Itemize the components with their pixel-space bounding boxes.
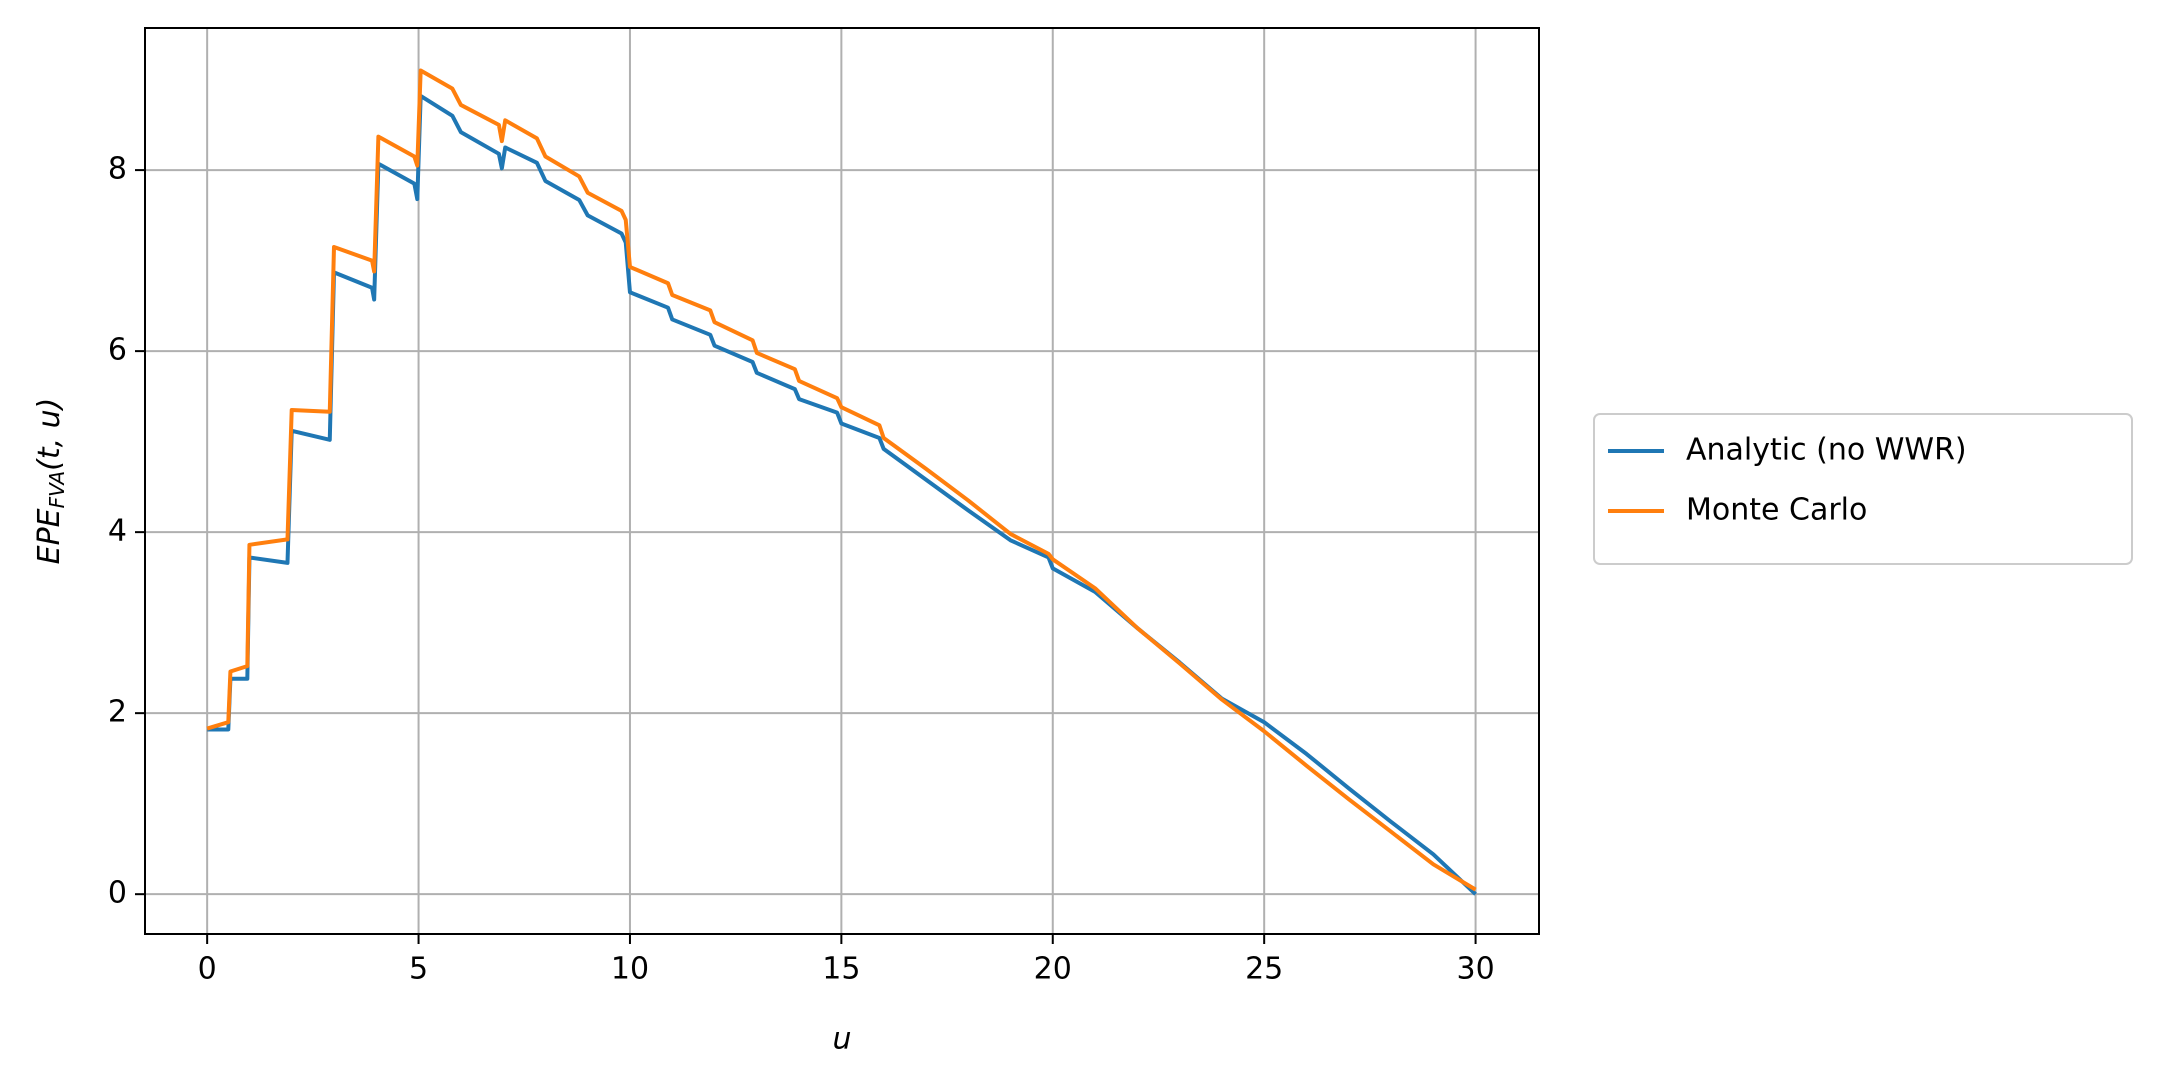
y-tick-label: 0 — [108, 876, 127, 911]
data-line — [206, 68, 1477, 892]
x-tick-label: 15 — [822, 952, 860, 987]
x-tick-label: 30 — [1456, 952, 1494, 987]
y-tick-label: 4 — [108, 514, 127, 549]
legend-label: Analytic (no WWR) — [1686, 433, 1967, 468]
x-tick-label: 10 — [611, 952, 649, 987]
y-label-sub: FVA — [45, 471, 69, 509]
y-label-rest: (t, u) — [32, 398, 67, 471]
x-axis-label: u — [832, 1022, 851, 1057]
x-tick-label: 0 — [198, 952, 217, 987]
y-tick-label: 8 — [108, 152, 127, 187]
x-tick-label: 5 — [409, 952, 428, 987]
data-line — [207, 93, 1477, 896]
legend-box — [1593, 413, 2133, 565]
legend-label: Monte Carlo — [1686, 493, 1867, 528]
x-tick-label: 25 — [1245, 952, 1283, 987]
plot-frame — [144, 27, 1540, 935]
x-tick-label: 20 — [1034, 952, 1072, 987]
y-label-main: EPE — [32, 508, 67, 564]
y-axis-label: EPEFVA(t, u) — [32, 398, 69, 565]
y-tick-label: 6 — [108, 333, 127, 368]
y-tick-label: 2 — [108, 695, 127, 730]
